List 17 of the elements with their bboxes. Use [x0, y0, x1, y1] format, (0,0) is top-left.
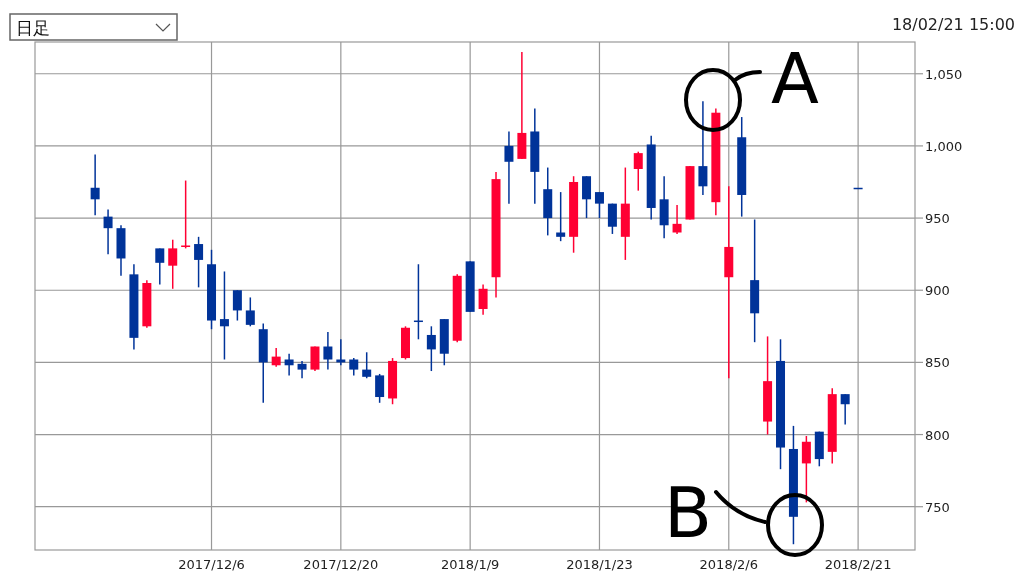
y-tick-label: 800: [925, 427, 950, 443]
control-dropdown: 日足: [9, 13, 178, 41]
y-tick-label: 900: [925, 283, 950, 299]
annotation: A: [771, 38, 820, 120]
x-tick-label: 2018/1/9: [440, 557, 500, 572]
x-tick-label: 2018/1/23: [566, 557, 633, 572]
x-tick-label: 2017/12/20: [303, 557, 379, 572]
y-tick-label: 1,000: [925, 138, 963, 154]
y-tick-label: 1,050: [925, 66, 963, 82]
x-tick-label: 2017/12/6: [178, 557, 245, 572]
text: 18/02/21 15:00: [891, 15, 1015, 34]
x-tick-label: 2018/2/6: [699, 557, 758, 572]
y-tick-label: 950: [925, 211, 950, 227]
x-tick-label: 2018/2/21: [824, 557, 892, 572]
y-tick-label: 750: [925, 499, 950, 515]
annotation: B: [663, 472, 713, 554]
y-tick-label: 850: [925, 355, 950, 371]
